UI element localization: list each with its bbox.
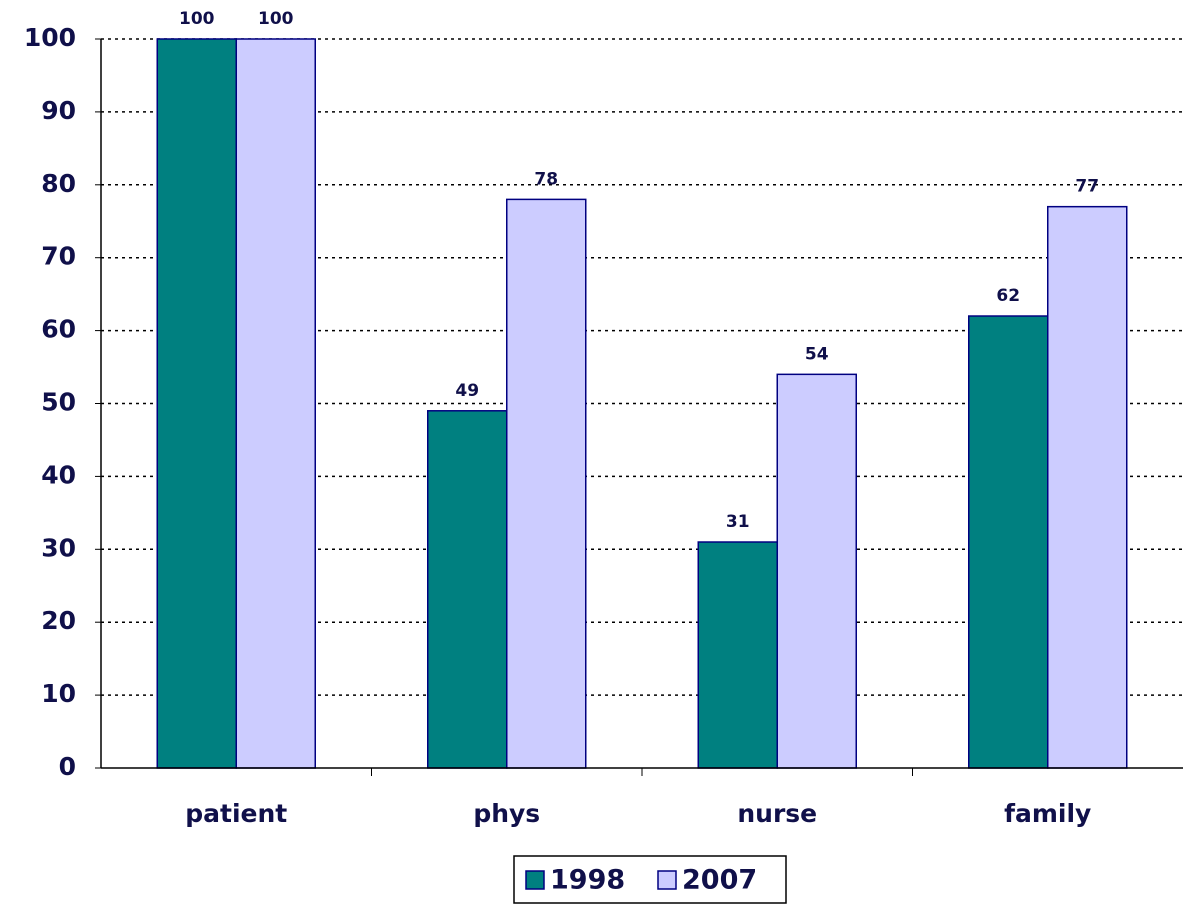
bar [235,38,316,769]
x-tick-label: phys [473,799,540,828]
y-tick-label: 60 [41,315,76,344]
y-tick-label: 70 [41,242,76,271]
data-label: 49 [455,381,479,401]
legend-swatch [657,870,677,890]
bar [506,198,587,769]
legend [513,855,787,904]
y-tick-label: 20 [41,606,76,635]
bar [1047,205,1128,769]
data-label: 77 [1075,177,1099,197]
y-tick-label: 90 [41,96,76,125]
bar [697,541,778,769]
legend-swatch [525,870,545,890]
bar [427,410,508,769]
y-tick-label: 100 [24,23,76,52]
y-tick-label: 30 [41,533,76,562]
data-label: 54 [805,344,829,364]
y-tick-label: 10 [41,679,76,708]
legend-label: 2007 [682,865,757,896]
data-label: 62 [996,286,1020,306]
bar [156,38,237,769]
y-tick-label: 50 [41,388,76,417]
bar [968,315,1049,769]
y-tick-label: 40 [41,460,76,489]
x-tick-label: nurse [737,799,817,828]
data-label: 100 [258,9,294,29]
y-tick-label: 0 [59,752,76,781]
legend-label: 1998 [550,865,625,896]
x-tick-label: patient [185,799,287,828]
data-label: 78 [534,169,558,189]
y-tick-label: 80 [41,169,76,198]
bar [776,373,857,769]
data-label: 100 [179,9,215,29]
data-label: 31 [726,512,750,532]
x-tick-label: family [1004,799,1091,828]
